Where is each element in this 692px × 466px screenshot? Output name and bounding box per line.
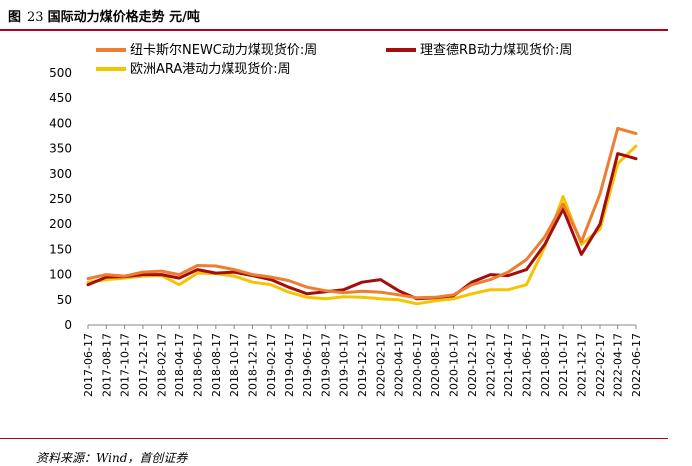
x-tick-label: 2020-08-17 — [429, 333, 442, 397]
legend-label: 欧洲ARA港动力煤现货价:周 — [130, 61, 291, 77]
source-note: 资料来源：Wind，首创证券 — [36, 451, 188, 465]
y-tick-label: 150 — [49, 242, 72, 256]
x-tick-label: 2018-08-17 — [210, 333, 223, 397]
figure-prefix: 图 — [8, 10, 22, 25]
legend-label: 纽卡斯尔NEWC动力煤现货价:周 — [130, 42, 317, 58]
y-tick-label: 400 — [49, 116, 72, 130]
legend-label: 理查德RB动力煤现货价:周 — [420, 42, 572, 58]
x-tick-label: 2020-06-17 — [411, 333, 424, 397]
x-tick-label: 2018-04-17 — [173, 333, 186, 397]
x-tick-label: 2019-04-17 — [283, 333, 296, 397]
x-tick-label: 2021-08-17 — [539, 333, 552, 397]
x-tick-label: 2022-06-17 — [630, 333, 643, 397]
y-tick-label: 450 — [49, 91, 72, 105]
x-tick-label: 2017-12-17 — [137, 333, 150, 397]
x-tick-label: 2021-04-17 — [502, 333, 515, 397]
figure-number: 23 — [27, 10, 44, 25]
x-tick-label: 2020-10-17 — [448, 333, 461, 397]
chart: 0 50 100 150 200 250 300 350 400 450 500 2017-06-17… — [49, 42, 643, 397]
x-tick-label: 2022-02-17 — [594, 333, 607, 397]
title-rule — [0, 29, 668, 31]
y-tick-label: 500 — [49, 66, 72, 80]
x-tick-label: 2018-12-17 — [246, 333, 259, 397]
x-tick-label: 2017-10-17 — [119, 333, 132, 397]
x-tick-label: 2021-10-17 — [557, 333, 570, 397]
x-tick-label: 2022-04-17 — [612, 333, 625, 397]
series-line — [86, 126, 638, 300]
x-tick-label: 2019-02-17 — [265, 333, 278, 397]
x-tick-label: 2019-08-17 — [319, 333, 332, 397]
x-tick-label: 2018-02-17 — [156, 333, 169, 397]
series-line — [86, 152, 638, 301]
figure-unit: 元/吨 — [169, 10, 200, 25]
x-tick-label: 2019-12-17 — [356, 333, 369, 397]
x-tick-label: 2019-10-17 — [338, 333, 351, 397]
y-tick-label: 50 — [57, 293, 72, 307]
x-tick-label: 2021-12-17 — [575, 333, 588, 397]
y-tick-label: 350 — [49, 142, 72, 156]
footer-rule — [0, 438, 668, 439]
y-tick-label: 0 — [64, 318, 72, 332]
x-tick-label: 2018-10-17 — [228, 333, 241, 397]
x-tick-label: 2020-04-17 — [393, 333, 406, 397]
x-tick-label: 2019-06-17 — [301, 333, 314, 397]
y-tick-label: 300 — [49, 167, 72, 181]
figure-title: 图 23 国际动力煤价格走势 元/吨 — [8, 6, 200, 25]
x-tick-label: 2018-06-17 — [192, 333, 205, 397]
x-tick-label: 2021-06-17 — [520, 333, 533, 397]
x-tick-label: 2020-02-17 — [375, 333, 388, 397]
x-tick-label: 2017-06-17 — [82, 333, 95, 397]
x-tick-label: 2021-02-17 — [484, 333, 497, 397]
y-tick-label: 100 — [49, 268, 72, 282]
figure-title-text: 国际动力煤价格走势 — [47, 10, 165, 25]
y-tick-label: 200 — [49, 217, 72, 231]
x-tick-label: 2017-08-17 — [100, 333, 113, 397]
y-tick-label: 250 — [49, 192, 72, 206]
x-tick-label: 2020-12-17 — [466, 333, 479, 397]
